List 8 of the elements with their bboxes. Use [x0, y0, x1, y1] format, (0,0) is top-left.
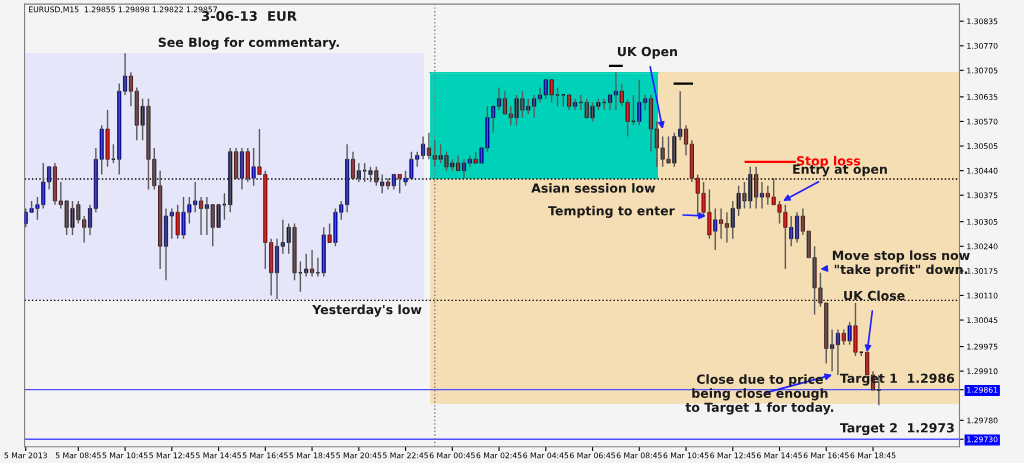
annotation: Tempting to enter: [548, 205, 675, 218]
ref-line-label: Target 2 1.2973: [839, 423, 954, 436]
chart-title: 3-06-13 EUR: [201, 11, 297, 22]
ref-line-label: Yesterday's low: [312, 304, 422, 317]
text: See Blog for commentary.: [158, 37, 339, 50]
annotation: UK Close: [844, 290, 905, 301]
annotation: UK Open: [617, 46, 677, 59]
ref-line-label: Asian session low: [531, 183, 656, 193]
